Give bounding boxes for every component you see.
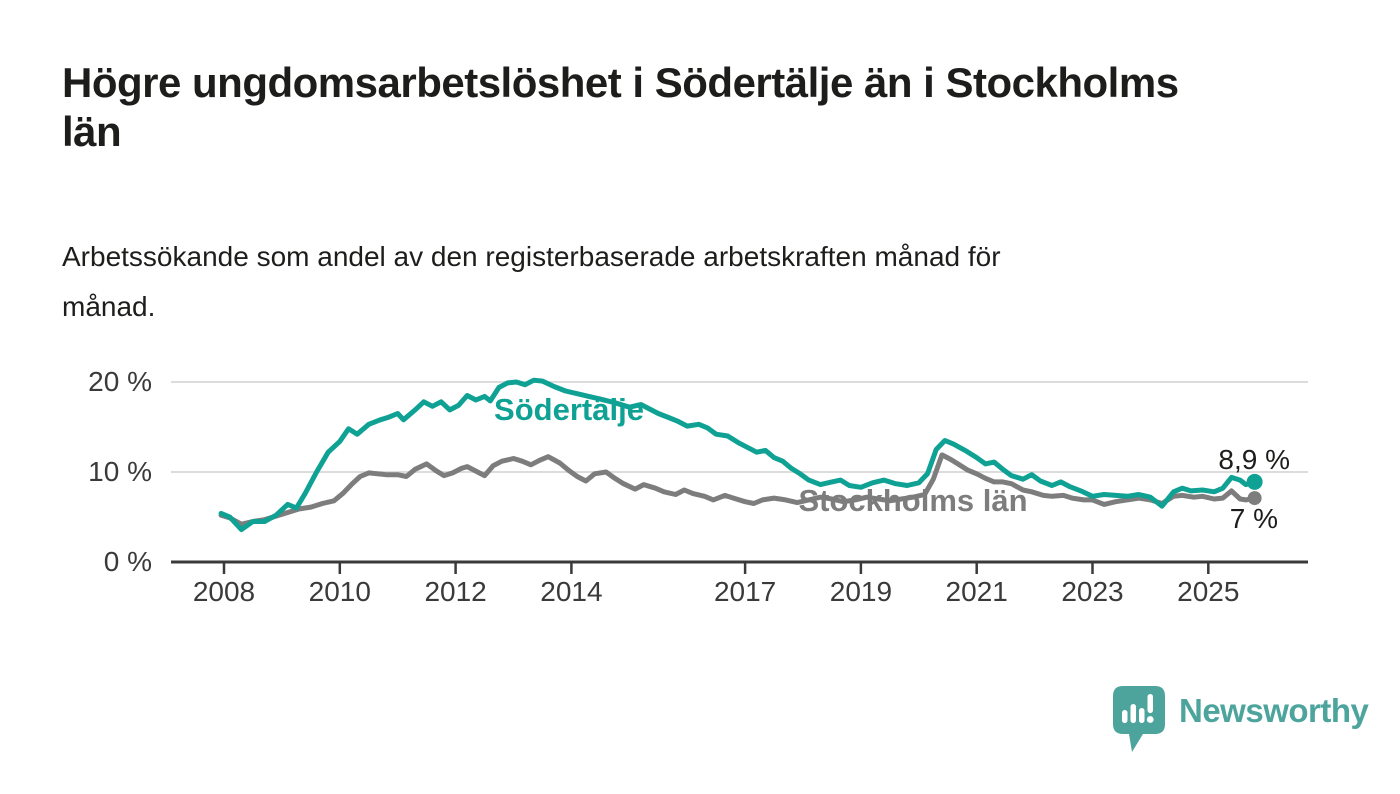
series-label-Stockholms län: Stockholms län [798, 483, 1027, 518]
page-title: Högre ungdomsarbetslöshet i Södertälje ä… [62, 58, 1362, 156]
x-tick-label-2012: 2012 [424, 576, 486, 607]
series-line-Stockholms län [218, 452, 1258, 527]
end-value-label-Södertälje: 8,9 % [1218, 444, 1290, 475]
chart-subtitle: Arbetssökande som andel av den registerb… [62, 232, 1302, 332]
chart-subtitle-line1: Arbetssökande som andel av den registerb… [62, 241, 1001, 272]
chart-subtitle-line2: månad. [62, 291, 156, 322]
newsworthy-logo: Newsworthy [1113, 686, 1369, 756]
x-tick-label-2010: 2010 [309, 576, 371, 607]
series-label-Södertälje: Södertälje [494, 392, 644, 427]
newsworthy-bubble-chart-icon [1113, 686, 1165, 752]
end-value-label-Stockholms län: 7 % [1230, 503, 1278, 534]
x-tick-label-2023: 2023 [1061, 576, 1123, 607]
x-tick-label-2019: 2019 [830, 576, 892, 607]
end-dot-Södertälje [1246, 473, 1263, 490]
x-tick-label-2021: 2021 [946, 576, 1008, 607]
y-tick-label-10: 10 % [88, 456, 152, 487]
x-tick-label-2017: 2017 [714, 576, 776, 607]
series-line-Södertälje [218, 377, 1258, 533]
x-tick-label-2014: 2014 [540, 576, 602, 607]
page-title-line1: Högre ungdomsarbetslöshet i Södertälje ä… [62, 59, 1179, 106]
y-tick-label-0: 0 % [104, 546, 152, 577]
end-dot-Stockholms län [1247, 491, 1262, 506]
y-tick-label-20: 20 % [88, 366, 152, 397]
page-title-line2: län [62, 108, 122, 156]
x-tick-label-2025: 2025 [1177, 576, 1239, 607]
newsworthy-wordmark: Newsworthy [1179, 692, 1369, 729]
x-tick-label-2008: 2008 [193, 576, 255, 607]
